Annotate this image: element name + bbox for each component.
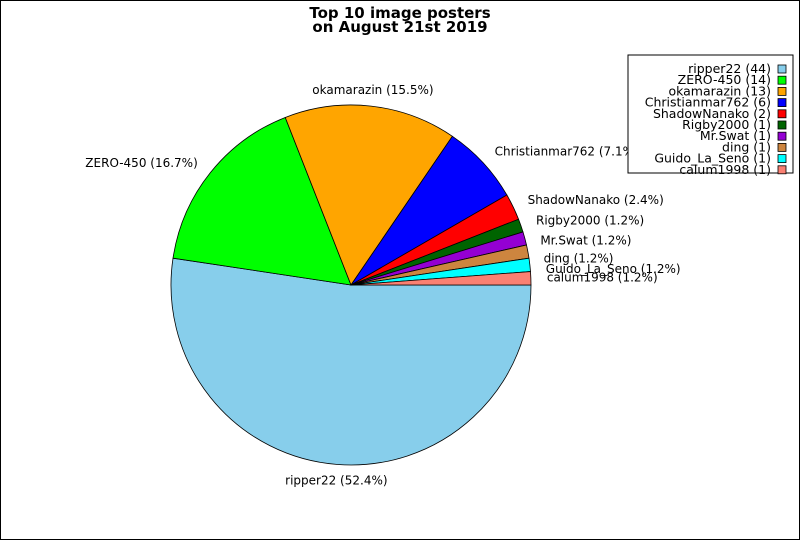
pie-slices (170, 104, 532, 466)
slice-label-zero-450: ZERO-450 (16.7%) (85, 156, 197, 170)
legend-swatch-guido_la_seno (777, 154, 787, 164)
legend-swatch-calum1998 (777, 165, 787, 175)
legend-label-ripper22: ripper22 (44) (688, 61, 771, 76)
legend-box (627, 54, 794, 174)
chart-title-line-1: Top 10 image posters (309, 4, 490, 22)
slice-label-okamarazin: okamarazin (15.5%) (312, 83, 433, 97)
slice-label-rigby2000: Rigby2000 (1.2%) (536, 213, 644, 227)
legend-label-ding: ding (1) (722, 139, 771, 154)
legend-swatch-zero-450 (777, 75, 787, 85)
legend-swatch-okamarazin (777, 87, 787, 96)
legend-swatch-ding (777, 142, 787, 152)
slice-label-guido_la_seno: Guido_La_Seno (1.2%) (546, 262, 681, 276)
legend-label-christianmar762: Christianmar762 (6) (645, 95, 771, 110)
legend-label-mr.swat: Mr.Swat (1) (700, 128, 771, 143)
slice-label-calum1998: calum1998 (1.2%) (547, 271, 658, 285)
legend-swatch-ripper22 (777, 64, 787, 74)
legend-label-shadownanako: ShadowNanako (2) (653, 106, 771, 121)
legend: ripper22 (44)ZERO-450 (14)okamarazin (13… (627, 54, 794, 177)
slice-label-mr.swat: Mr.Swat (1.2%) (540, 233, 631, 247)
legend-label-guido_la_seno: Guido_La_Seno (1) (654, 151, 771, 166)
slice-label-ripper22: ripper22 (52.4%) (285, 473, 387, 487)
slice-label-ding: ding (1.2%) (544, 252, 614, 266)
legend-swatch-mr.swat (777, 131, 787, 141)
slice-label-shadownanako: ShadowNanako (2.4%) (528, 193, 664, 207)
legend-label-calum1998: calum1998 (1) (679, 162, 771, 177)
legend-label-rigby2000: Rigby2000 (1) (682, 117, 771, 132)
pie-slice-calum1998 (350, 271, 532, 286)
pie-slice-okamarazin (284, 104, 453, 286)
pie-slice-ripper22 (170, 257, 532, 466)
chart-title-line-2: on August 21st 2019 (312, 18, 487, 36)
slice-labels: ripper22 (52.4%) ZERO-450 (16.7%) okamaraz… (85, 83, 680, 487)
slice-label-christianmar762: Christianmar762 (7.1%) (495, 145, 639, 159)
legend-swatch-rigby2000 (777, 120, 787, 130)
legend-swatch-christianmar762 (777, 98, 787, 107)
legend-label-okamarazin: okamarazin (13) (668, 83, 771, 98)
legend-label-zero-450: ZERO-450 (14) (678, 72, 771, 87)
pie-slice-zero-450 (172, 116, 352, 286)
legend-swatch-shadownanako (777, 109, 787, 119)
